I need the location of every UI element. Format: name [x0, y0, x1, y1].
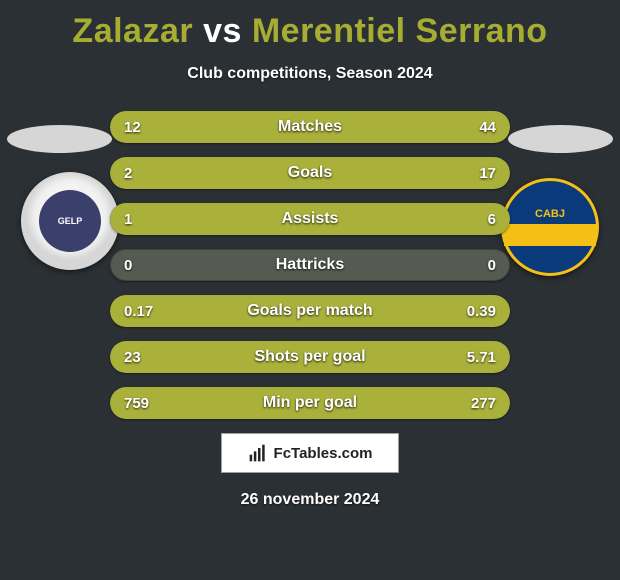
chart-icon	[248, 443, 268, 463]
bar-row: 759277Min per goal	[110, 387, 510, 419]
bar-row: 00Hattricks	[110, 249, 510, 281]
brand-box: FcTables.com	[221, 433, 399, 473]
club-badge-right-label: CABJ	[535, 208, 565, 220]
bar-row: 16Assists	[110, 203, 510, 235]
bar-label: Min per goal	[110, 387, 510, 419]
comparison-bars: 1244Matches 217Goals 16Assists 00Hattricks 0…	[110, 111, 510, 419]
club-badge-right-stripe	[504, 224, 596, 246]
oval-right	[508, 125, 613, 153]
club-badge-right: CABJ	[501, 178, 599, 276]
bar-row: 217Goals	[110, 157, 510, 189]
footer-date: 26 november 2024	[0, 491, 620, 509]
bar-label: Assists	[110, 203, 510, 235]
bar-row: 0.170.39Goals per match	[110, 295, 510, 327]
bar-label: Hattricks	[110, 249, 510, 281]
brand-text: FcTables.com	[274, 445, 373, 462]
title-player2: Merentiel Serrano	[252, 12, 548, 50]
club-badge-left: GELP	[21, 172, 119, 270]
bar-label: Matches	[110, 111, 510, 143]
page-title: Zalazar vs Merentiel Serrano	[0, 0, 620, 51]
bar-label: Shots per goal	[110, 341, 510, 373]
bar-row: 235.71Shots per goal	[110, 341, 510, 373]
title-vs: vs	[203, 12, 242, 50]
club-badge-left-label: GELP	[39, 190, 101, 252]
bar-label: Goals	[110, 157, 510, 189]
title-player1: Zalazar	[72, 12, 193, 50]
oval-left	[7, 125, 112, 153]
subtitle: Club competitions, Season 2024	[0, 65, 620, 83]
bar-row: 1244Matches	[110, 111, 510, 143]
bar-label: Goals per match	[110, 295, 510, 327]
